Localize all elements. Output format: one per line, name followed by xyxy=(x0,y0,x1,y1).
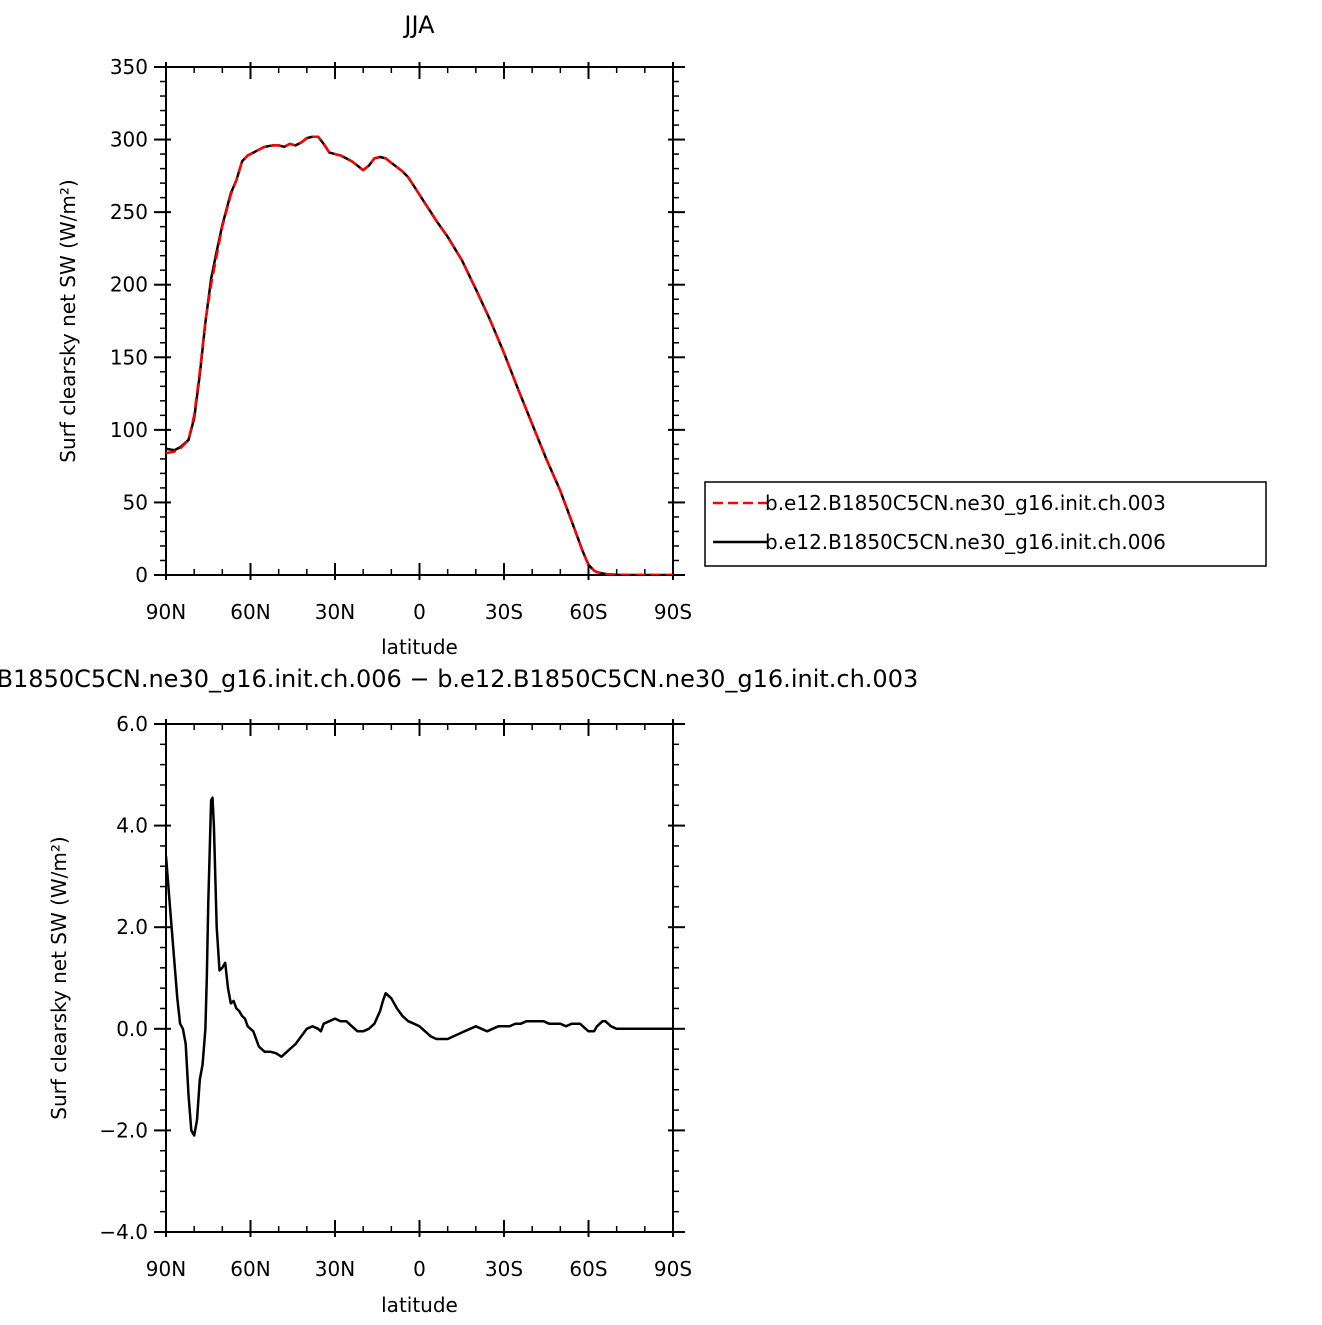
y-tick-label: 350 xyxy=(110,55,148,79)
y-tick-label: 250 xyxy=(110,200,148,224)
series-group xyxy=(166,135,673,575)
x-tick-label: 30N xyxy=(315,1257,355,1281)
x-tick-label: 90N xyxy=(146,600,186,624)
y-tick-label: 2.0 xyxy=(116,915,148,939)
chart-title: b.e12.B1850C5CN.ne30_g16.init.ch.006 − b… xyxy=(0,665,918,693)
legend-label-2: b.e12.B1850C5CN.ne30_g16.init.ch.006 xyxy=(765,530,1166,554)
series-line-2 xyxy=(166,135,673,575)
series-line-1 xyxy=(166,135,673,575)
x-axis-title: latitude xyxy=(381,635,458,659)
x-tick-label: 60S xyxy=(569,1257,607,1281)
x-tick-label: 90S xyxy=(654,1257,692,1281)
x-tick-label: 60N xyxy=(230,1257,270,1281)
x-tick-label: 30S xyxy=(485,600,523,624)
legend: b.e12.B1850C5CN.ne30_g16.init.ch.003 b.e1… xyxy=(704,481,1267,567)
y-tick-label: 4.0 xyxy=(116,814,148,838)
x-tick-label: 90S xyxy=(654,600,692,624)
x-tick-label: 30N xyxy=(315,600,355,624)
plot-2: 90N 60N 30N 0 30S 60S 90S −4.0 −2.0 0.0 2.0 4.0 6.0 b… xyxy=(0,665,918,1317)
y-tick-label: 6.0 xyxy=(116,712,148,736)
series-group xyxy=(166,796,673,1137)
legend-label-1: b.e12.B1850C5CN.ne30_g16.init.ch.003 xyxy=(765,491,1166,515)
plot-frame xyxy=(165,723,674,1233)
y-axis-title: Surf clearsky net SW (W/m²) xyxy=(47,836,71,1119)
x-tick-label: 60N xyxy=(230,600,270,624)
x-tick-label: 60S xyxy=(569,600,607,624)
y-tick-label: 50 xyxy=(123,490,148,514)
y-tick-label: −2.0 xyxy=(99,1118,148,1142)
y-tick-label: 100 xyxy=(110,418,148,442)
x-tick-label: 90N xyxy=(146,1257,186,1281)
chart-title: JJA xyxy=(402,11,435,39)
series-line-1 xyxy=(166,796,673,1137)
legend-box xyxy=(704,481,1267,567)
y-tick-label: 150 xyxy=(110,345,148,369)
plot-1: 90N 60N 30N 0 30S 60S 90S 0 50 100 150 200 250 300 350… xyxy=(56,11,1267,659)
y-tick-label: 300 xyxy=(110,128,148,152)
y-tick-label: 0 xyxy=(135,563,148,587)
y-tick-label: −4.0 xyxy=(99,1220,148,1244)
y-tick-label: 200 xyxy=(110,273,148,297)
x-tick-label: 30S xyxy=(485,1257,523,1281)
x-tick-label: 0 xyxy=(413,600,426,624)
plot-frame xyxy=(165,66,674,576)
x-tick-label: 0 xyxy=(413,1257,426,1281)
x-axis-title: latitude xyxy=(381,1293,458,1317)
y-axis-title: Surf clearsky net SW (W/m²) xyxy=(56,179,80,462)
y-tick-label: 0.0 xyxy=(116,1017,148,1041)
